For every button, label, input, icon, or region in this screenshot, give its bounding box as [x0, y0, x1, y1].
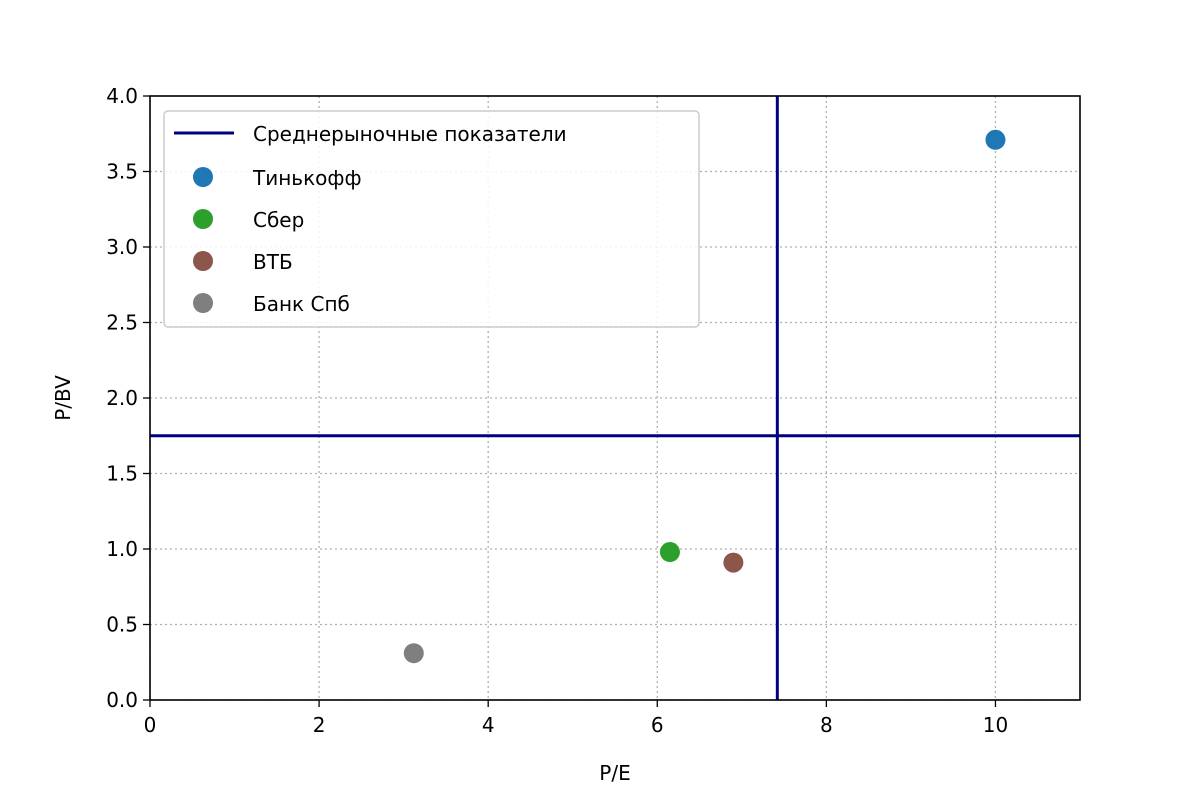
y-tick-label-3: 1.5	[106, 462, 138, 486]
x-tick-label-5: 10	[983, 713, 1008, 737]
legend-label-0: Тинькофф	[252, 166, 362, 190]
legend-box	[163, 110, 700, 328]
y-tick-label-1: 0.5	[106, 613, 138, 637]
data-points	[403, 129, 1006, 664]
y-tick-label-5: 2.5	[106, 311, 138, 335]
x-axis-ticks: 0 2 4 6 8 10	[144, 700, 1008, 737]
legend: Среднерыночные показатели Тинькофф Сбер ВТ…	[163, 110, 700, 328]
x-tick-label-4: 8	[820, 713, 833, 737]
legend-label-1: Сбер	[253, 208, 304, 232]
x-tick-label-1: 2	[313, 713, 326, 737]
y-tick-label-7: 3.5	[106, 160, 138, 184]
point-3	[403, 643, 424, 664]
y-tick-label-8: 4.0	[106, 84, 138, 108]
x-tick-label-3: 6	[651, 713, 664, 737]
x-tick-label-0: 0	[144, 713, 157, 737]
point-1	[659, 542, 680, 563]
y-axis-label: P/BV	[51, 375, 75, 421]
legend-swatch-1	[193, 209, 213, 229]
point-0	[985, 129, 1006, 150]
x-tick-label-2: 4	[482, 713, 495, 737]
y-tick-label-6: 3.0	[106, 235, 138, 259]
y-axis-ticks: 0.0 0.5 1.0 1.5 2.0 2.5 3.0 3.5 4.0	[106, 84, 150, 712]
legend-label-reference-lines: Среднерыночные показатели	[253, 122, 567, 146]
legend-swatch-3	[193, 293, 213, 313]
legend-swatch-0	[193, 167, 213, 187]
legend-swatch-2	[193, 251, 213, 271]
legend-label-2: ВТБ	[253, 250, 293, 274]
x-axis-label: P/E	[599, 761, 630, 785]
reference-lines	[150, 96, 1080, 700]
y-tick-label-2: 1.0	[106, 537, 138, 561]
point-2	[723, 552, 744, 573]
y-tick-label-4: 2.0	[106, 386, 138, 410]
legend-label-3: Банк Спб	[253, 292, 350, 316]
y-tick-label-0: 0.0	[106, 688, 138, 712]
